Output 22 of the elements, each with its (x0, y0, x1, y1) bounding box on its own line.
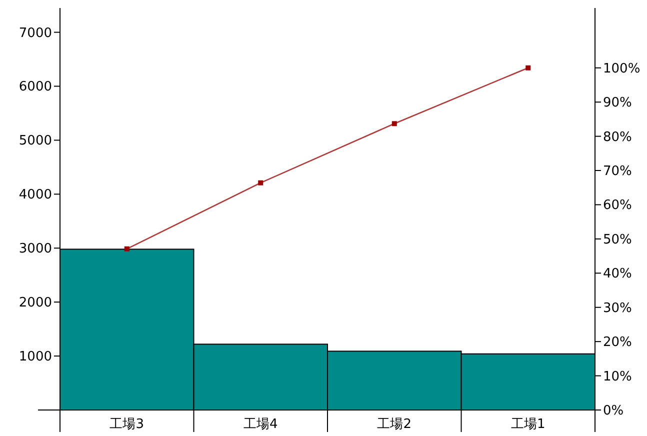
y2-tick-label: 40% (603, 266, 632, 282)
y2-tick-label: 90% (603, 96, 632, 111)
y-tick-label: 2000 (18, 296, 52, 311)
x-tick-label: 工場3 (110, 417, 144, 432)
y2-tick-label: 100% (603, 61, 640, 76)
y2-tick-label: 70% (603, 164, 632, 180)
y-tick-label: 6000 (18, 80, 52, 95)
y2-tick-label: 0% (603, 404, 624, 418)
x-tick-label: 工場1 (510, 417, 546, 432)
y2-tick-label: 30% (603, 300, 632, 316)
x-tick-label: 工場4 (243, 417, 278, 432)
y2-tick-label: 20% (603, 335, 632, 350)
y-tick-label: 1000 (18, 350, 52, 365)
y2-tick-label: 80% (603, 130, 632, 145)
y2-tick-label: 50% (603, 232, 632, 248)
y-tick-label: 5000 (18, 134, 52, 149)
y-tick-label: 3000 (18, 242, 52, 257)
y-tick-label: 4000 (18, 188, 52, 203)
x-tick-label: 工場2 (377, 417, 412, 432)
y-tick-label: 7000 (18, 26, 52, 41)
y2-tick-label: 60% (603, 198, 632, 214)
y2-tick-label: 10% (603, 369, 632, 384)
